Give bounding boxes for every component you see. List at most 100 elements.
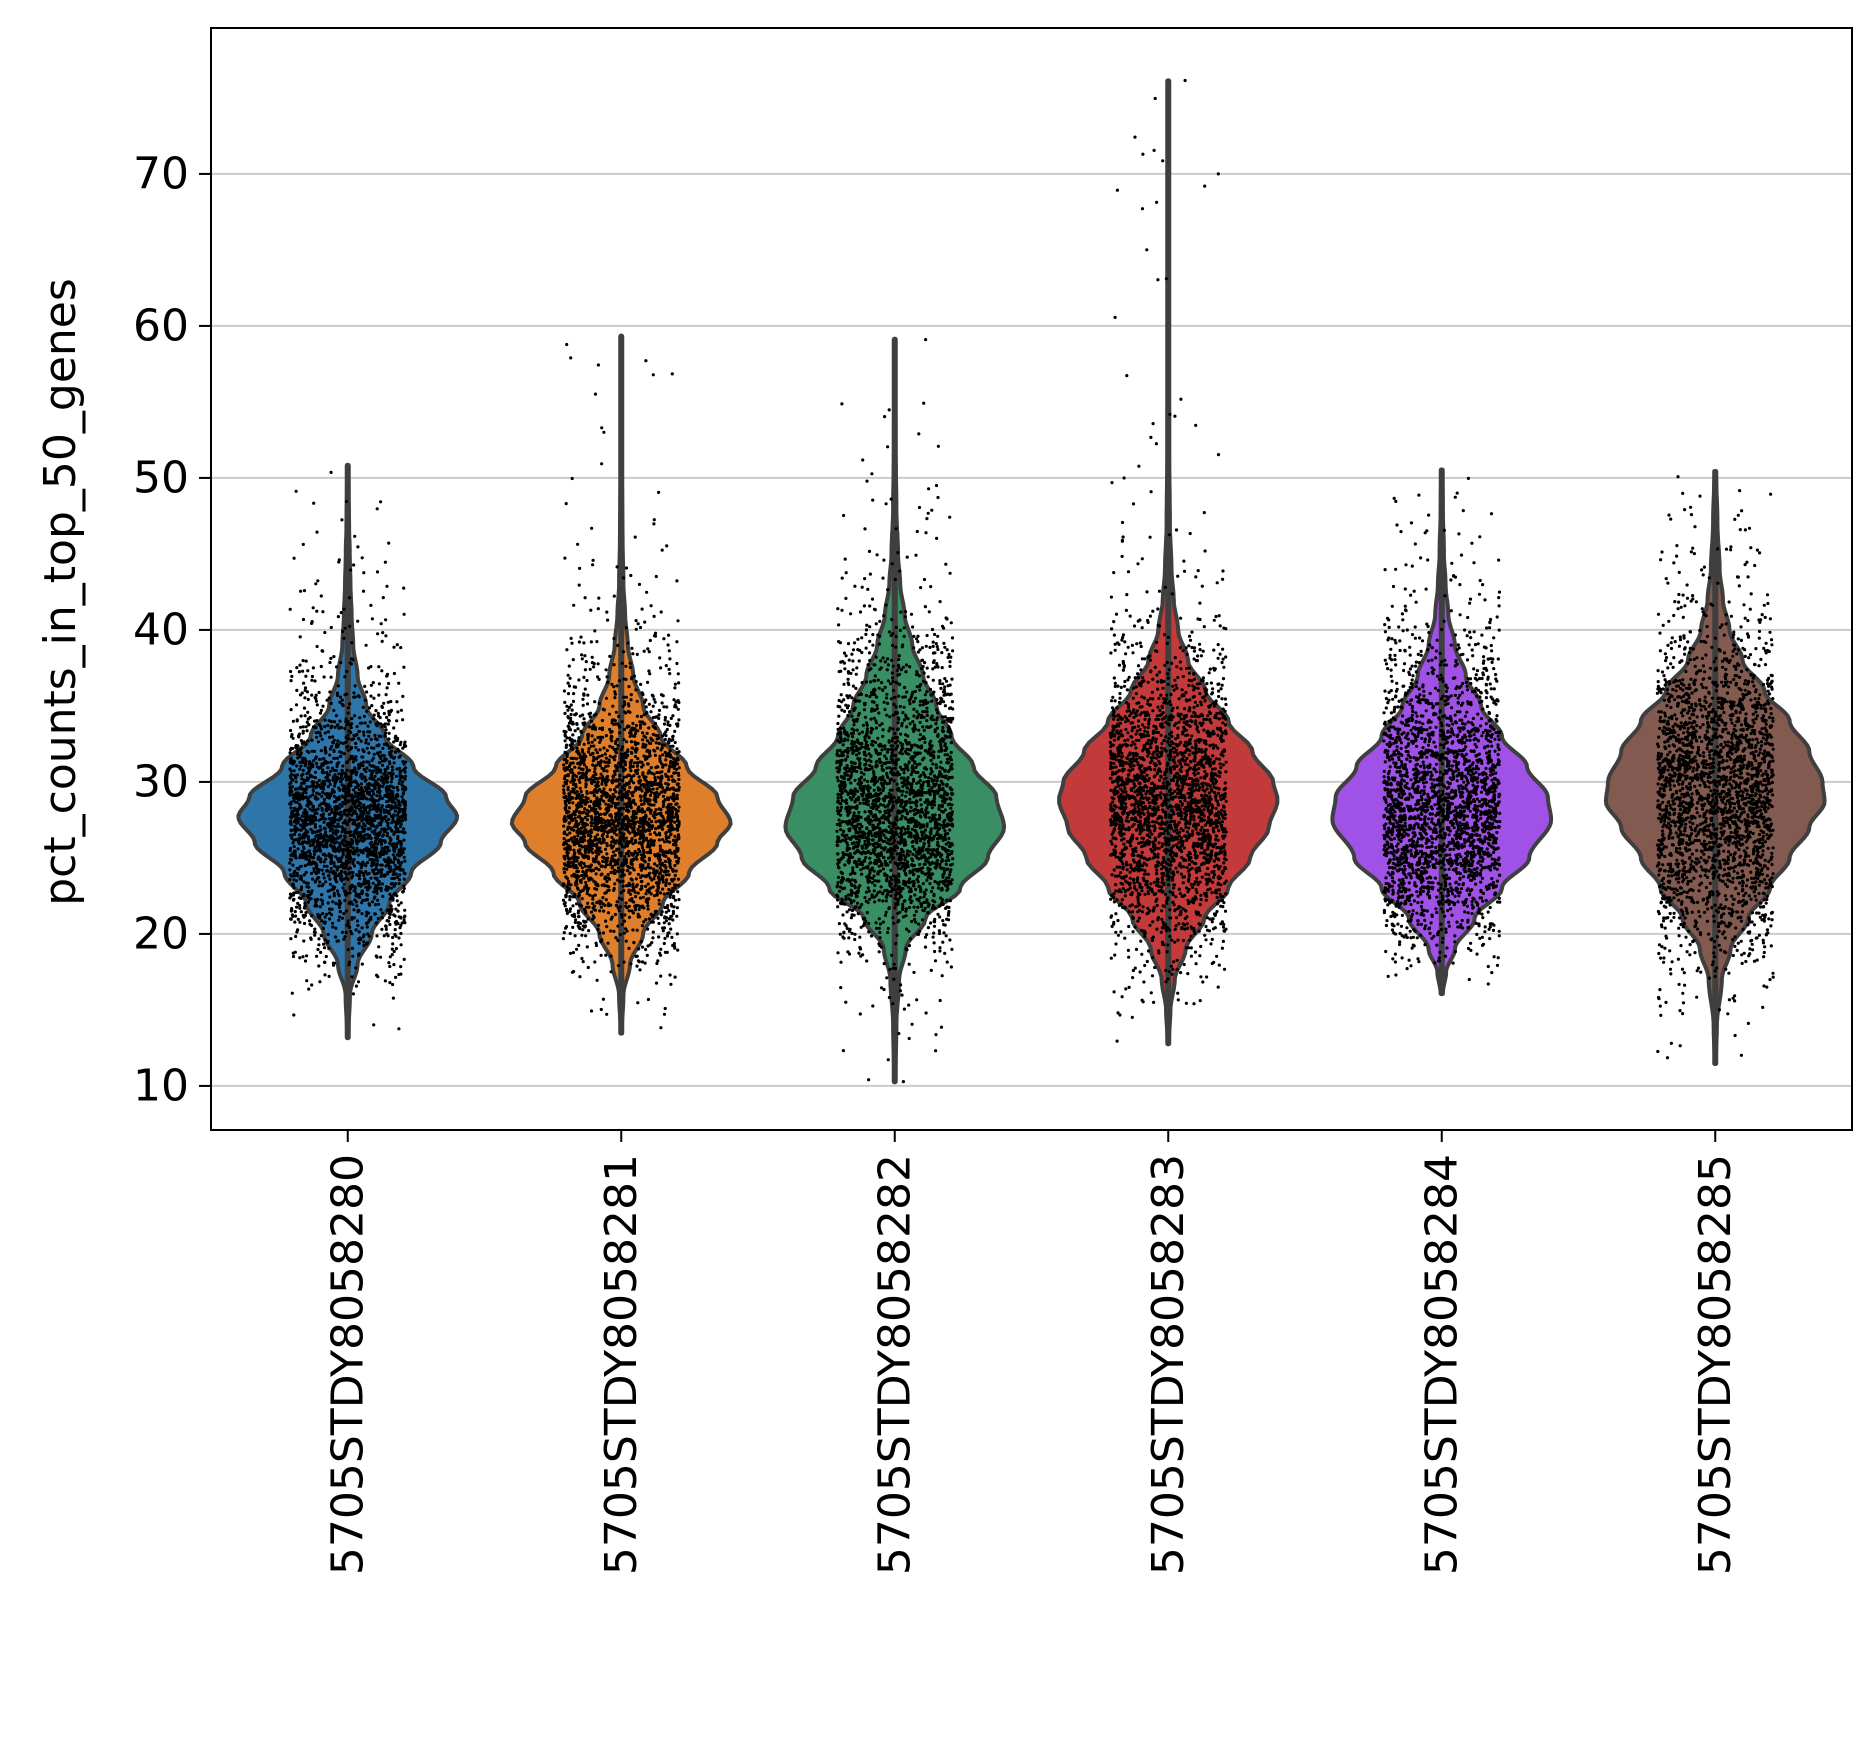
jitter-point <box>568 743 572 748</box>
jitter-point <box>570 768 574 772</box>
jitter-point <box>612 838 616 842</box>
jitter-point <box>348 891 352 895</box>
jitter-point <box>302 892 306 897</box>
jitter-point <box>345 692 349 696</box>
jitter-point <box>621 785 625 789</box>
jitter-point <box>585 678 589 683</box>
jitter-point <box>340 825 344 829</box>
jitter-point <box>592 665 596 669</box>
jitter-point <box>652 877 656 881</box>
jitter-point <box>648 741 653 746</box>
jitter-point <box>397 755 401 759</box>
jitter-point <box>319 898 323 902</box>
jitter-point <box>291 793 295 797</box>
jitter-point <box>634 855 638 859</box>
jitter-point <box>365 893 370 897</box>
jitter-point <box>399 646 403 650</box>
jitter-point <box>395 785 399 789</box>
jitter-point <box>356 619 360 623</box>
jitter-point <box>378 830 382 834</box>
jitter-point <box>320 919 324 923</box>
jitter-point <box>336 811 340 816</box>
jitter-point <box>581 870 585 874</box>
jitter-point <box>597 805 601 809</box>
jitter-point <box>636 805 641 810</box>
jitter-point <box>677 788 681 792</box>
jitter-point <box>324 751 328 755</box>
jitter-point <box>312 852 316 857</box>
jitter-point <box>303 864 307 868</box>
jitter-point <box>352 563 356 567</box>
jitter-point <box>328 882 332 886</box>
jitter-point <box>675 827 679 831</box>
jitter-point <box>305 803 309 808</box>
jitter-point <box>589 640 594 644</box>
jitter-point <box>373 786 377 791</box>
jitter-point <box>662 941 666 946</box>
jitter-point <box>629 892 633 896</box>
jitter-point <box>634 619 638 623</box>
jitter-point <box>632 810 636 814</box>
jitter-point <box>402 586 406 590</box>
jitter-point <box>578 714 582 718</box>
jitter-point <box>359 937 363 941</box>
jitter-point <box>346 760 350 764</box>
jitter-point <box>673 740 677 745</box>
jitter-point <box>583 721 587 725</box>
jitter-point <box>675 838 679 842</box>
jitter-point <box>379 908 383 912</box>
jitter-point <box>393 750 397 754</box>
jitter-point <box>591 558 595 562</box>
jitter-point <box>313 816 317 820</box>
jitter-point <box>388 753 392 757</box>
jitter-point <box>604 756 608 760</box>
jitter-point <box>566 715 570 719</box>
jitter-point <box>652 803 656 807</box>
jitter-point <box>346 799 350 803</box>
jitter-point <box>646 882 650 886</box>
jitter-point <box>389 837 393 842</box>
jitter-point <box>396 788 400 792</box>
jitter-point <box>356 853 360 857</box>
jitter-point <box>571 840 575 844</box>
jitter-point <box>342 838 346 842</box>
jitter-point <box>373 774 377 779</box>
jitter-point <box>365 709 369 713</box>
jitter-point <box>341 764 345 768</box>
jitter-point <box>566 692 571 696</box>
jitter-point <box>595 803 599 807</box>
jitter-point <box>295 666 299 670</box>
jitter-point <box>629 962 633 966</box>
jitter-point <box>671 896 676 900</box>
jitter-point <box>354 791 358 795</box>
jitter-point <box>332 894 336 898</box>
jitter-point <box>328 735 332 740</box>
jitter-point <box>371 881 375 885</box>
jitter-point <box>355 781 359 785</box>
jitter-point <box>655 737 659 741</box>
jitter-point <box>610 856 614 860</box>
jitter-point <box>383 722 388 726</box>
jitter-point <box>381 847 385 851</box>
jitter-point <box>399 842 403 846</box>
jitter-point <box>309 891 313 896</box>
jitter-point <box>370 830 374 834</box>
jitter-point <box>628 710 632 714</box>
jitter-point <box>629 819 633 823</box>
jitter-point <box>313 933 317 937</box>
jitter-point <box>383 734 387 738</box>
jitter-point <box>622 650 626 654</box>
jitter-point <box>319 727 323 731</box>
jitter-point <box>335 723 340 727</box>
jitter-point <box>392 755 397 759</box>
jitter-point <box>295 752 299 756</box>
jitter-point <box>291 863 295 867</box>
jitter-point <box>612 929 616 934</box>
jitter-point <box>595 640 599 644</box>
jitter-point <box>380 704 384 708</box>
jitter-point <box>635 954 639 958</box>
jitter-point <box>372 798 376 802</box>
jitter-point <box>346 711 350 715</box>
jitter-point <box>664 873 668 877</box>
jitter-point <box>627 849 631 853</box>
